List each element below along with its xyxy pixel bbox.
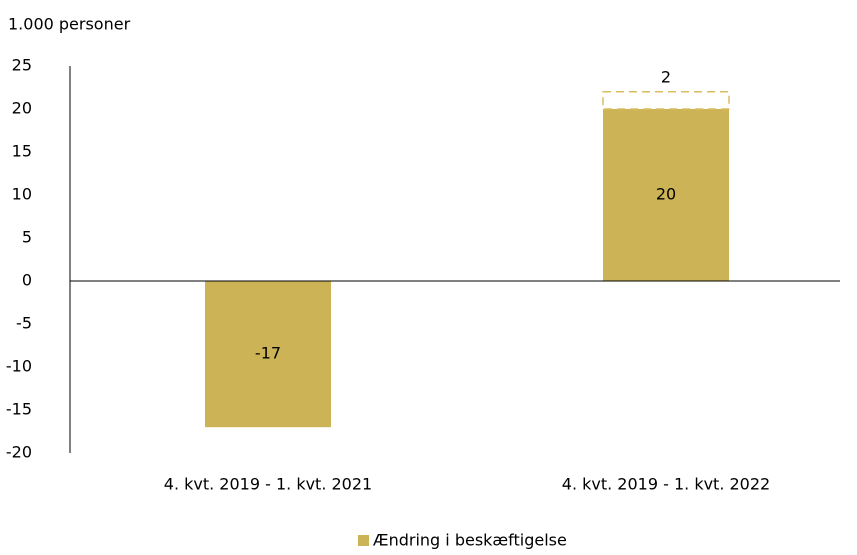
x-tick-label: 4. kvt. 2019 - 1. kvt. 2021 (164, 475, 372, 494)
y-tick-label: -15 (6, 400, 32, 419)
bar (603, 109, 729, 281)
y-tick-label: 20 (12, 99, 32, 118)
y-tick-label: 0 (22, 271, 32, 290)
data-label: 2 (661, 67, 671, 86)
legend-label: Ændring i beskæftigelse (373, 531, 567, 550)
y-tick-label: 25 (12, 56, 32, 75)
data-label: 20 (656, 185, 676, 204)
legend-swatch (358, 535, 369, 546)
y-tick-label: 10 (12, 185, 32, 204)
y-tick-label: 15 (12, 142, 32, 161)
bar-segment (602, 91, 730, 110)
x-tick-label: 4. kvt. 2019 - 1. kvt. 2022 (562, 475, 770, 494)
y-tick-label: 5 (22, 228, 32, 247)
data-label: -17 (255, 344, 281, 363)
y-tick-label: -20 (6, 443, 32, 462)
y-tick-label: -10 (6, 357, 32, 376)
axis-unit: 1.000 personer (8, 15, 131, 34)
y-tick-label: -5 (16, 314, 32, 333)
bar (205, 281, 331, 428)
